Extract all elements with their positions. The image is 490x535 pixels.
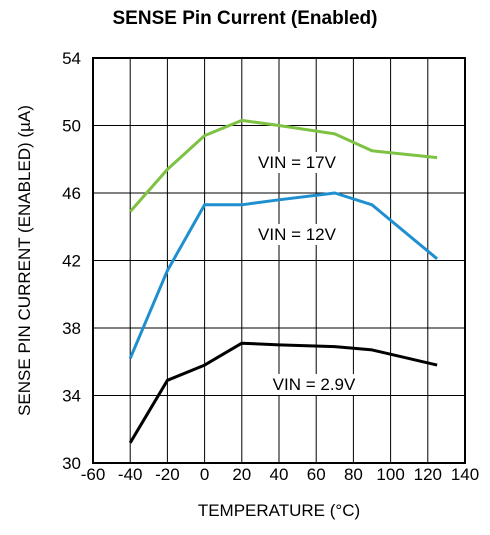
y-tick-label: 54 [62, 49, 81, 68]
x-axis-title: TEMPERATURE (°C) [198, 501, 360, 520]
series-labels: VIN = 17V VIN = 12V VIN = 2.9V [254, 152, 361, 395]
y-axis-title: SENSE PIN CURRENT (ENABLED) (µA) [15, 105, 34, 416]
grid [92, 57, 466, 464]
series-line [128, 341, 438, 444]
x-tick-label: 20 [232, 465, 251, 484]
plot-frame [92, 57, 466, 464]
y-tick-label: 30 [62, 454, 81, 473]
series-label: VIN = 17V [258, 153, 337, 172]
x-tick-label: 40 [270, 465, 289, 484]
x-tick-label: -20 [155, 465, 180, 484]
series-label-bg [268, 374, 361, 395]
x-tick-labels: -60 -40 -20 0 20 40 60 80 100 120 140 [81, 465, 479, 484]
x-tick-label: 80 [344, 465, 363, 484]
chart-title: SENSE Pin Current (Enabled) [112, 8, 378, 29]
series-line [128, 191, 439, 359]
series-label: VIN = 2.9V [273, 375, 356, 394]
series-label-bg [254, 152, 341, 173]
series-line [129, 118, 438, 213]
x-tick-label: 0 [200, 465, 209, 484]
x-tick-label: -40 [118, 465, 143, 484]
series-label: VIN = 12V [258, 225, 337, 244]
y-tick-label: 34 [62, 387, 81, 406]
y-tick-label: 42 [62, 252, 81, 271]
y-tick-label: 46 [62, 184, 81, 203]
series-label-bg [254, 224, 341, 245]
x-tick-label: 60 [307, 465, 326, 484]
x-tick-label: 120 [414, 465, 442, 484]
series-lines [128, 118, 439, 444]
x-tick-label: 100 [376, 465, 404, 484]
x-tick-label: 140 [451, 465, 479, 484]
y-tick-label: 50 [62, 117, 81, 136]
y-tick-label: 38 [62, 319, 81, 338]
x-tick-label: -60 [81, 465, 106, 484]
y-tick-labels: 30 34 38 42 46 50 54 [62, 49, 81, 473]
